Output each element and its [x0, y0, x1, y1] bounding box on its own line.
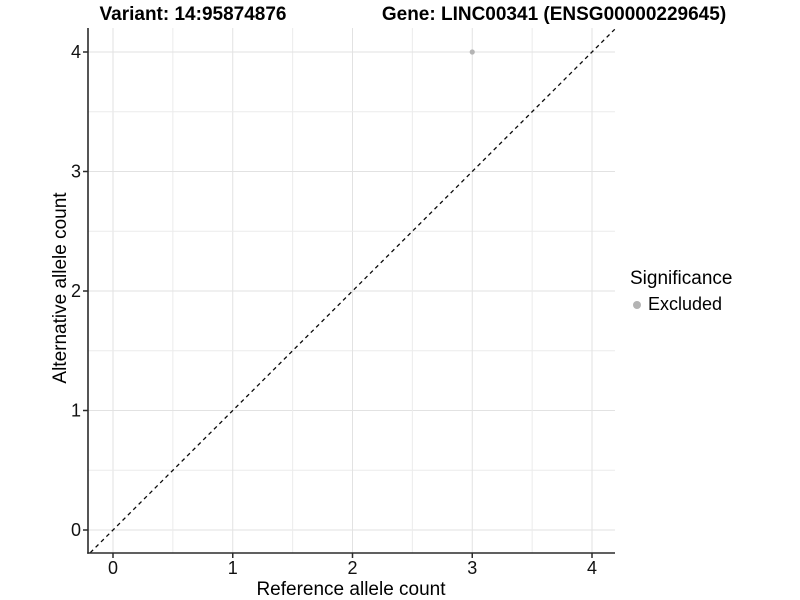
legend-item-label: Excluded [648, 294, 723, 314]
x-tick-label: 0 [108, 558, 118, 578]
legend-title: Significance [630, 268, 733, 289]
identity-dashed-line [89, 28, 616, 554]
y-tick-label: 1 [71, 401, 81, 421]
x-tick-label: 1 [228, 558, 238, 578]
y-tick-label: 2 [71, 281, 81, 301]
legend-point-icon [633, 300, 641, 309]
plot-title-gene: Gene: LINC00341 (ENSG00000229645) [381, 4, 727, 25]
plot-title-variant: Variant: 14:95874876 [99, 4, 287, 25]
x-tick-label: 2 [347, 558, 357, 578]
y-tick-label: 0 [71, 520, 81, 540]
data-point-excluded [469, 49, 475, 55]
y-tick-label: 3 [71, 162, 81, 182]
x-tick-label: 3 [467, 558, 477, 578]
legend-item-excluded: Excluded [630, 294, 732, 315]
x-tick-label: 4 [587, 558, 597, 578]
y-tick-label: 4 [71, 42, 81, 62]
legend: Significance Excluded [630, 268, 732, 315]
y-axis-title: Alternative allele count [50, 192, 71, 384]
x-axis-title: Reference allele count [256, 579, 446, 600]
